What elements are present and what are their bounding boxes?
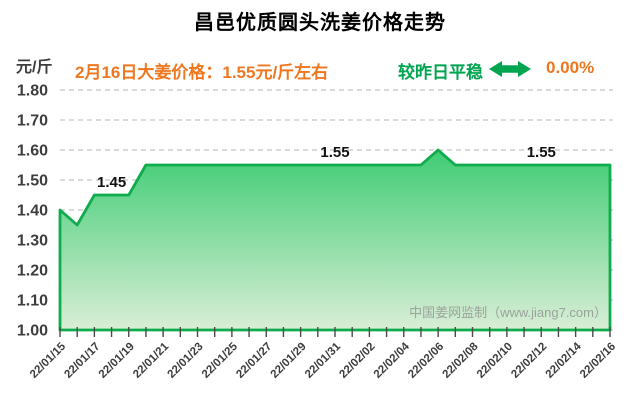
x-tick-label: 22/01/17 xyxy=(62,341,102,381)
x-tick-label: 22/01/15 xyxy=(28,340,69,381)
y-tick-label: 1.70 xyxy=(17,113,48,130)
flat-trend-arrow-icon xyxy=(489,59,531,79)
x-tick-label: 22/01/29 xyxy=(269,341,309,381)
x-tick-label: 22/02/10 xyxy=(475,341,515,381)
x-tick-label: 22/02/06 xyxy=(406,341,446,381)
current-price-subtitle: 2月16日大姜价格：1.55元/斤左右 xyxy=(75,63,329,82)
x-tick-label: 22/02/04 xyxy=(372,340,413,381)
x-tick-label: 22/02/16 xyxy=(578,341,618,381)
price-area-series xyxy=(58,148,612,332)
y-tick-label: 1.80 xyxy=(17,83,48,100)
watermark: 中国姜网监制（www.jiang7.com） xyxy=(409,305,607,320)
x-tick-label: 22/02/02 xyxy=(337,341,377,381)
page-title: 昌邑优质圆头洗姜价格走势 xyxy=(194,12,446,34)
x-tick-label: 22/01/19 xyxy=(97,341,137,381)
y-tick-label: 1.50 xyxy=(17,173,48,190)
y-tick-label: 1.30 xyxy=(17,233,48,250)
trend-status-label: 较昨日平稳 xyxy=(398,63,483,82)
y-tick-label: 1.10 xyxy=(17,293,48,310)
y-tick-label: 1.60 xyxy=(17,143,48,160)
x-tick-label: 22/01/21 xyxy=(131,340,172,381)
x-tick-label: 22/01/31 xyxy=(303,340,344,381)
y-tick-label: 1.40 xyxy=(17,203,48,220)
change-percent-value: 0.00% xyxy=(546,58,595,77)
y-tick-label: 1.00 xyxy=(17,323,48,340)
x-tick-label: 22/02/14 xyxy=(544,340,585,381)
y-axis-unit-label: 元/斤 xyxy=(16,59,53,76)
x-tick-label: 22/01/27 xyxy=(234,341,274,381)
x-tick-label: 22/01/25 xyxy=(200,340,241,381)
data-point-label: 1.55 xyxy=(527,144,556,161)
x-tick-label: 22/01/23 xyxy=(165,341,205,381)
data-point-label: 1.45 xyxy=(97,174,126,191)
x-tick-label: 22/02/08 xyxy=(440,340,481,381)
y-tick-label: 1.20 xyxy=(17,263,48,280)
data-point-label: 1.55 xyxy=(320,144,349,161)
x-tick-label: 22/02/12 xyxy=(509,341,549,381)
